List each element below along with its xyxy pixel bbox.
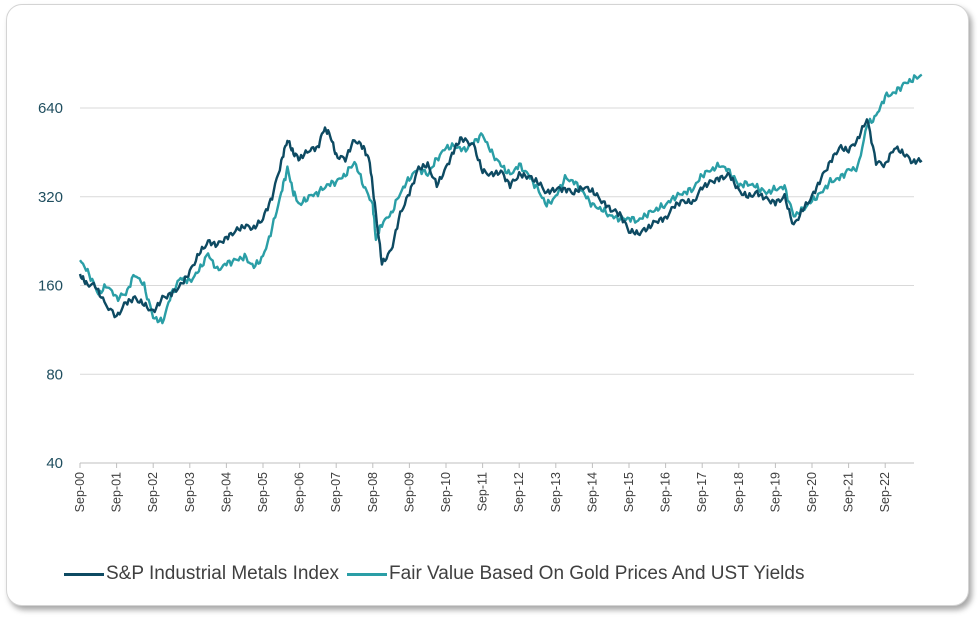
x-tick-label-Sep-02: Sep-02 (146, 472, 160, 512)
x-tick-label-Sep-11: Sep-11 (476, 472, 490, 511)
legend-label-series-1: S&P Industrial Metals Index (106, 563, 340, 584)
legend-item-series-1: S&P Industrial Metals Index (64, 563, 339, 585)
gridlines (80, 107, 914, 375)
y-tick-label-640: 640 (38, 100, 63, 117)
legend-swatch-series-1 (64, 572, 104, 576)
x-tick-label-Sep-16: Sep-16 (659, 472, 673, 512)
series-line-1 (78, 118, 923, 319)
x-tick-label-Sep-20: Sep-20 (805, 472, 819, 512)
legend-swatch-series-2 (347, 572, 388, 576)
x-tick-label-Sep-13: Sep-13 (549, 472, 563, 512)
x-tick-label-Sep-19: Sep-19 (768, 472, 782, 512)
x-tick-label-Sep-14: Sep-14 (585, 472, 599, 512)
x-tick-label-Sep-03: Sep-03 (183, 472, 197, 512)
y-tick-label-320: 320 (38, 189, 63, 206)
legend-item-series-2: Fair Value Based On Gold Prices And UST … (347, 563, 804, 585)
x-tick-label-Sep-15: Sep-15 (622, 472, 636, 512)
x-tick-label-Sep-17: Sep-17 (695, 472, 709, 512)
y-axis: 40 80 160 320 640 (38, 100, 63, 472)
x-tick-label-Sep-18: Sep-18 (732, 472, 746, 512)
x-tick-label-Sep-22: Sep-22 (878, 472, 892, 512)
legend: S&P Industrial Metals Index Fair Value B… (64, 562, 812, 586)
x-tick-label-Sep-21: Sep-21 (842, 472, 856, 512)
x-tick-label-Sep-10: Sep-10 (439, 472, 453, 512)
y-tick-label-80: 80 (46, 366, 63, 383)
x-tick-label-Sep-06: Sep-06 (293, 472, 307, 512)
x-tick-label-Sep-05: Sep-05 (256, 472, 270, 512)
x-tick-label-Sep-08: Sep-08 (366, 472, 380, 512)
x-tick-label-Sep-09: Sep-09 (402, 472, 416, 512)
series-lines (78, 73, 923, 325)
x-tick-label-Sep-00: Sep-00 (73, 472, 87, 512)
y-tick-label-40: 40 (46, 455, 63, 472)
y-tick-label-160: 160 (38, 278, 63, 295)
x-tick-label-Sep-04: Sep-04 (219, 472, 233, 512)
legend-label-series-2: Fair Value Based On Gold Prices And UST … (389, 563, 805, 584)
series-line-2 (79, 73, 923, 325)
x-tick-label-Sep-12: Sep-12 (512, 472, 526, 512)
x-tick-label-Sep-07: Sep-07 (329, 472, 343, 512)
x-tick-label-Sep-01: Sep-01 (110, 472, 124, 512)
x-axis: Sep-00 Sep-01 Sep-02 Sep-03 Sep-04 Sep-05 Sep-… (73, 462, 914, 512)
